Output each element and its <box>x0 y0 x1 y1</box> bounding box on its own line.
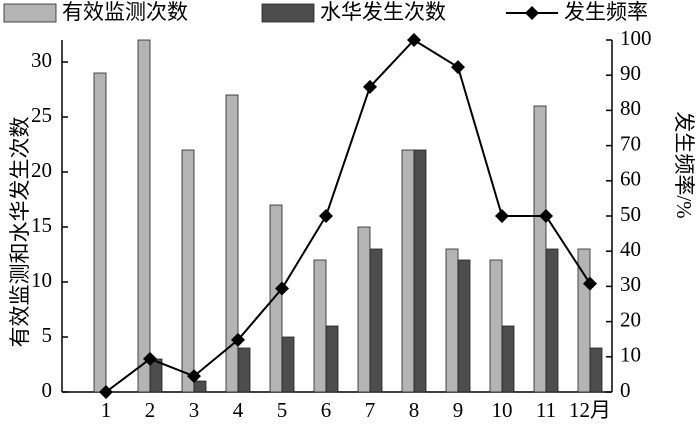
legend-swatch <box>3 3 57 23</box>
bar <box>413 149 427 393</box>
bar <box>93 72 107 393</box>
legend-label: 水华发生次数 <box>320 0 446 24</box>
line-marker <box>187 369 201 384</box>
y-tick-label: 0 <box>42 378 53 402</box>
y2-tick-label: 70 <box>620 131 641 155</box>
x-tick-label: 8 <box>409 398 420 422</box>
y2-tick-label: 30 <box>620 272 641 296</box>
x-tick-label: 6 <box>321 398 332 422</box>
bar <box>281 336 295 393</box>
y-tick-label: 15 <box>31 213 52 237</box>
line-marker <box>583 276 597 291</box>
bar <box>225 94 239 393</box>
line-marker <box>495 209 509 223</box>
legend-label: 有效监测次数 <box>62 0 188 24</box>
bar <box>401 149 415 393</box>
bar <box>137 39 151 393</box>
x-tick-label: 2 <box>145 398 156 422</box>
bar <box>533 105 547 393</box>
bar <box>237 347 251 393</box>
line-marker <box>231 332 245 347</box>
bar <box>369 248 383 393</box>
bar <box>577 248 591 393</box>
legend-swatch <box>261 3 315 23</box>
bar <box>357 226 371 393</box>
bar <box>269 204 283 393</box>
y-tick-label: 25 <box>31 103 52 127</box>
y2-tick-label: 20 <box>620 307 641 331</box>
y-tick-label: 5 <box>42 323 53 347</box>
x-tick-label: 1 <box>101 398 112 422</box>
x-tick-label: 5 <box>277 398 288 422</box>
bar <box>445 248 459 393</box>
y-tick-label: 30 <box>31 48 52 72</box>
y-axis-label: 有效监测和水华发生次数 <box>8 117 32 348</box>
legend-label: 发生频率 <box>564 0 648 24</box>
x-tick-label: 4 <box>233 398 244 422</box>
line-marker <box>275 281 289 296</box>
y2-tick-label: 90 <box>620 61 641 85</box>
y2-tick-label: 0 <box>620 378 631 402</box>
bar <box>489 259 503 393</box>
bar <box>501 325 515 393</box>
bar <box>457 259 471 393</box>
y2-tick-label: 40 <box>620 237 641 261</box>
x-tick-label: 12月 <box>569 398 611 422</box>
x-tick-label: 10 <box>492 398 513 422</box>
line-marker <box>319 209 333 223</box>
x-tick-label: 11 <box>536 398 556 422</box>
bar <box>181 149 195 393</box>
bar <box>589 347 603 393</box>
y2-tick-label: 80 <box>620 96 641 120</box>
line-marker <box>451 60 465 75</box>
line-marker <box>143 351 157 366</box>
y2-axis-label: 发生频率/% <box>672 111 696 218</box>
x-tick-label: 7 <box>365 398 376 422</box>
bar <box>325 325 339 393</box>
bar <box>313 259 327 393</box>
line-marker <box>99 385 113 399</box>
line <box>105 38 591 393</box>
line-marker <box>407 33 421 47</box>
line-marker <box>363 79 377 94</box>
y2-tick-label: 50 <box>620 202 641 226</box>
legend-marker <box>525 6 539 20</box>
y-tick-label: 20 <box>31 158 52 182</box>
line-marker <box>539 209 553 223</box>
bar <box>545 248 559 393</box>
y2-tick-label: 60 <box>620 167 641 191</box>
y2-tick-label: 10 <box>620 343 641 367</box>
x-tick-label: 9 <box>453 398 464 422</box>
x-tick-label: 3 <box>189 398 200 422</box>
y2-tick-label: 100 <box>620 26 652 50</box>
bar <box>193 380 207 393</box>
y-tick-label: 10 <box>31 268 52 292</box>
